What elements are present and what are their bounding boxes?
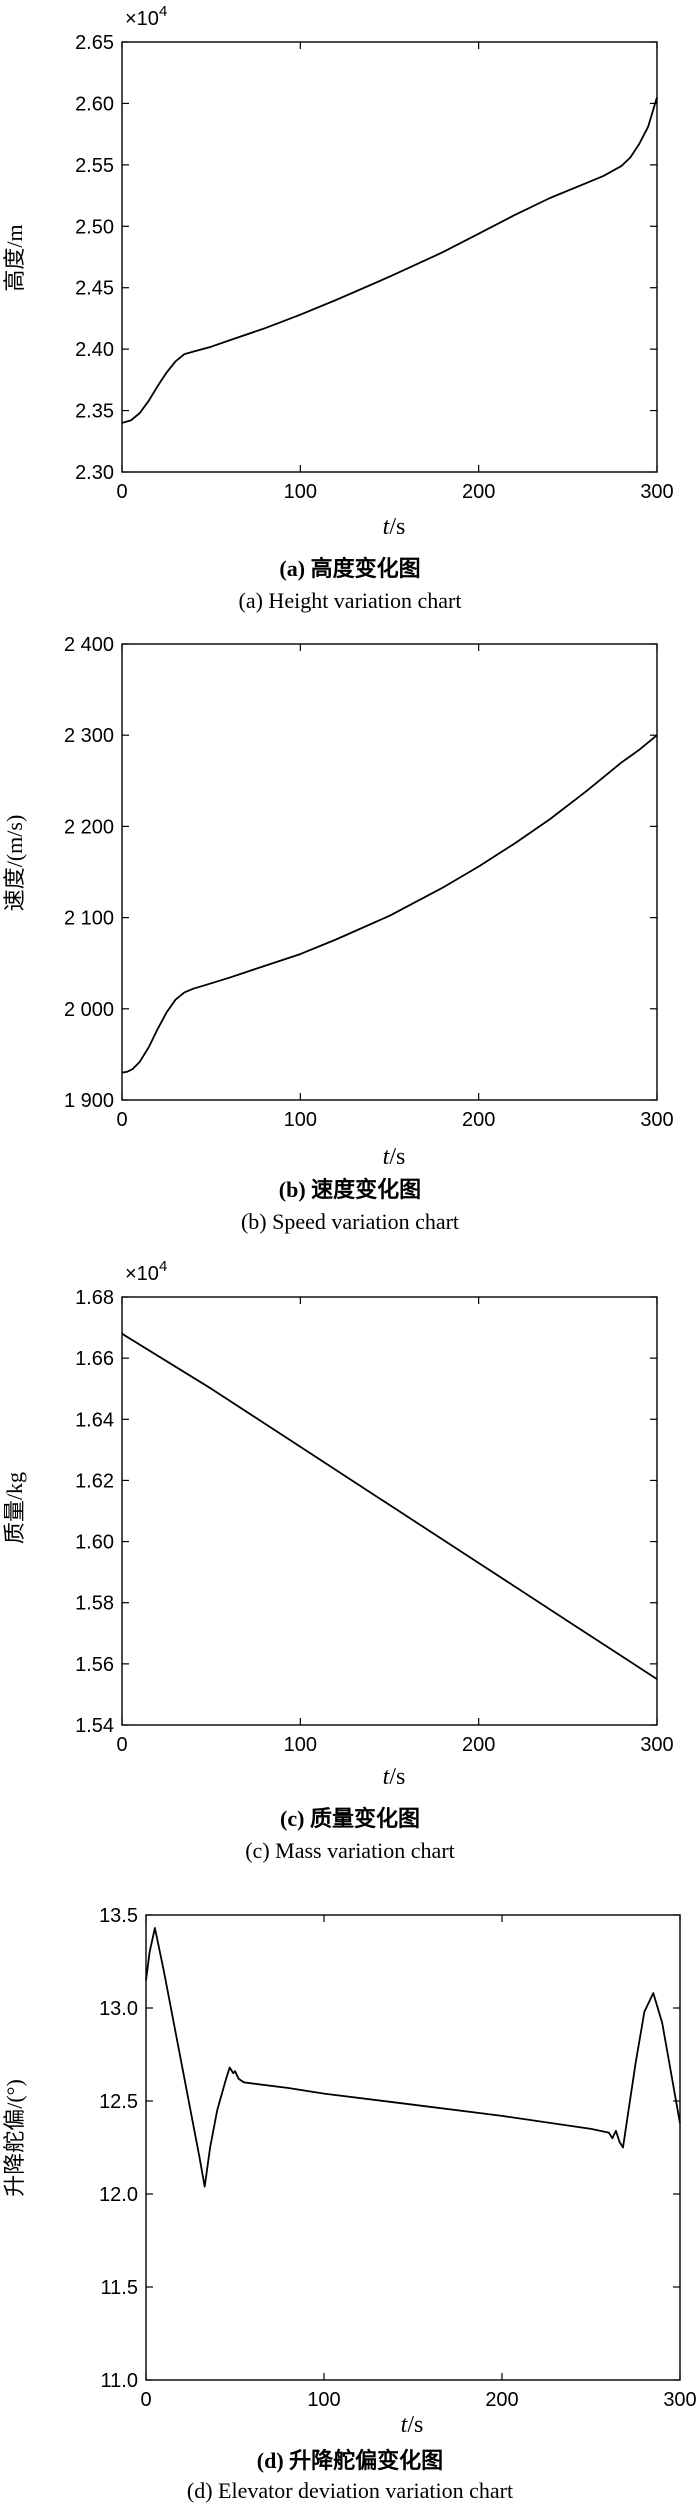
mass-y-axis-label: 质量/kg (2, 1472, 27, 1544)
mass-y-tick-label: 1.58 (75, 1593, 114, 1615)
elevator-y-tick-label: 12.5 (99, 2091, 138, 2113)
elevator-y-tick-label: 13.5 (99, 1905, 138, 1927)
height-y-axis-label: 高度/m (2, 224, 27, 291)
mass-x-tick-label: 300 (640, 1734, 673, 1756)
elevator-x-tick-label: 100 (307, 2389, 340, 2411)
elevator-chart: 升降舵偏/(°) t/s 0 100 200 300 11.0 11.5 12.0 12.5 1… (2, 1905, 697, 2438)
elevator-caption-cn: (d) 升降舵偏变化图 (256, 2448, 444, 2473)
elevator-caption-en: (d) Elevator deviation variation chart (186, 2478, 514, 2503)
height-y-tick-label: 2.40 (75, 339, 114, 361)
mass-x-tick-label: 200 (462, 1734, 495, 1756)
speed-y-tick-label: 2 100 (64, 908, 114, 930)
height-x-tick-label: 100 (284, 481, 317, 503)
elevator-plot-frame (145, 1914, 681, 2381)
speed-y-tick-label: 2 300 (64, 725, 114, 747)
speed-y-tick-label: 2 400 (64, 634, 114, 656)
mass-y-tick-label: 1.56 (75, 1654, 114, 1676)
height-y-tick-label: 2.55 (75, 155, 114, 177)
speed-chart: 速度/(m/s) t/s 0 100 200 300 1 900 2 000 2 100 2 … (2, 634, 674, 1170)
elevator-series-line (145, 1927, 681, 2188)
height-x-tick-label: 0 (116, 481, 127, 503)
mass-chart: ×104 质量/kg t/s 0 100 200 300 1.54 1.56 1.58 1.6… (2, 1258, 674, 1790)
mass-y-tick-label: 1.64 (75, 1409, 114, 1431)
speed-x-tick-label: 300 (640, 1109, 673, 1131)
speed-y-tick-label: 2 200 (64, 816, 114, 838)
mass-series-line (121, 1332, 658, 1680)
height-y-tick-label: 2.35 (75, 401, 114, 423)
elevator-x-tick-label: 300 (663, 2389, 696, 2411)
elevator-y-axis-label: 升降舵偏/(°) (2, 2079, 27, 2197)
mass-caption-cn: (c) 质量变化图 (280, 1806, 420, 1831)
speed-caption-en: (b) Speed variation chart (240, 1209, 460, 1234)
height-y-tick-label: 2.30 (75, 462, 114, 484)
speed-y-tick-label: 1 900 (64, 1090, 114, 1112)
elevator-y-tick-label: 11.5 (101, 2277, 138, 2299)
mass-y-tick-label: 1.54 (75, 1715, 114, 1737)
speed-x-tick-label: 100 (284, 1109, 317, 1131)
speed-x-tick-label: 200 (462, 1109, 495, 1131)
elevator-y-tick-label: 11.0 (101, 2370, 138, 2392)
elevator-x-tick-label: 0 (140, 2389, 151, 2411)
height-x-axis-label: t/s (383, 514, 406, 540)
speed-y-axis-label: 速度/(m/s) (2, 815, 27, 912)
mass-x-tick-label: 100 (284, 1734, 317, 1756)
height-caption-cn: (a) 高度变化图 (279, 556, 421, 581)
mass-plot-frame (121, 1296, 658, 1726)
mass-x-axis-label: t/s (383, 1764, 406, 1790)
speed-x-tick-label: 0 (116, 1109, 127, 1131)
mass-y-exponent: ×104 (125, 1258, 167, 1285)
speed-plot-frame (121, 643, 658, 1101)
mass-caption-en: (c) Mass variation chart (245, 1838, 455, 1863)
speed-series-line (121, 734, 658, 1074)
height-chart: ×104 高度/m t/s 0 100 200 300 2.30 2.35 2.40 2.45… (2, 3, 674, 540)
height-series-line (121, 97, 658, 424)
speed-x-axis-label: t/s (383, 1144, 406, 1170)
speed-caption-cn: (b) 速度变化图 (278, 1177, 422, 1202)
height-x-tick-label: 200 (462, 481, 495, 503)
elevator-y-tick-label: 13.0 (99, 1998, 138, 2020)
height-x-tick-label: 300 (640, 481, 673, 503)
mass-y-tick-label: 1.62 (75, 1470, 114, 1492)
elevator-y-tick-label: 12.0 (99, 2184, 138, 2206)
height-plot-frame (121, 41, 658, 473)
mass-x-tick-label: 0 (116, 1734, 127, 1756)
height-y-exponent: ×104 (125, 3, 167, 30)
height-y-tick-label: 2.60 (75, 93, 114, 115)
elevator-x-axis-label: t/s (401, 2412, 424, 2438)
mass-y-tick-label: 1.66 (75, 1348, 114, 1370)
height-caption-en: (a) Height variation chart (238, 588, 462, 613)
elevator-x-tick-label: 200 (485, 2389, 518, 2411)
speed-y-tick-label: 2 000 (64, 999, 114, 1021)
mass-y-tick-label: 1.68 (75, 1287, 114, 1309)
height-y-tick-label: 2.50 (75, 216, 114, 238)
mass-y-tick-label: 1.60 (75, 1532, 114, 1554)
height-y-tick-label: 2.45 (75, 278, 114, 300)
height-y-tick-label: 2.65 (75, 32, 114, 54)
